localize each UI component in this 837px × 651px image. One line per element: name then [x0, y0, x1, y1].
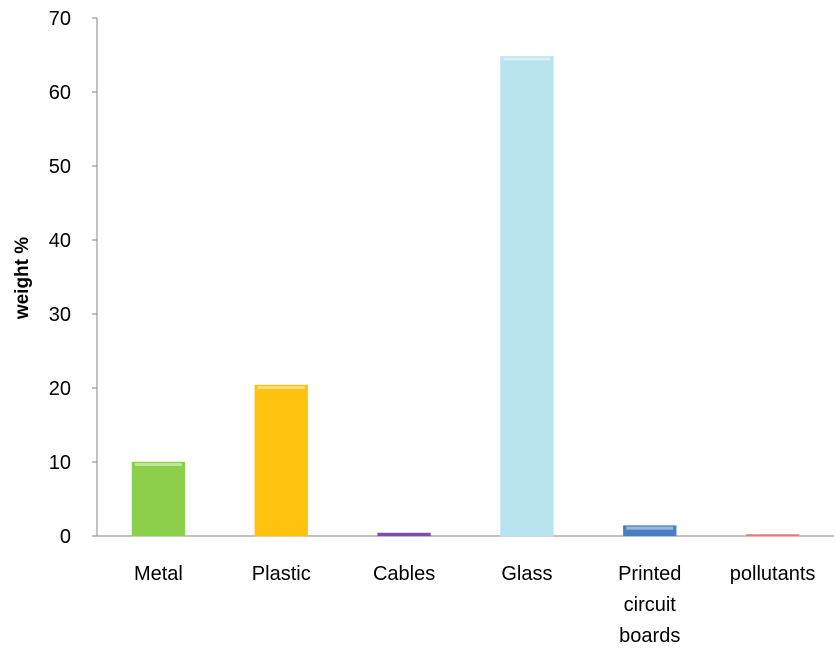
bar-bevel: [503, 57, 551, 61]
bars: [131, 56, 800, 537]
x-category-label-line: circuit: [624, 594, 677, 616]
y-axis-title: weight %: [12, 237, 33, 320]
x-category-label-line: Metal: [134, 563, 183, 585]
x-category-label: Cables: [373, 563, 435, 585]
bar-printed-circuit-boards: [622, 525, 677, 537]
bar-cables: [377, 532, 431, 537]
y-tick-label: 30: [49, 304, 71, 326]
y-tick-label: 10: [49, 452, 71, 474]
y-tick-label: 40: [49, 230, 71, 252]
x-category-label: Glass: [501, 563, 552, 585]
y-tick-label: 50: [49, 156, 71, 178]
x-category-label-line: boards: [619, 625, 680, 647]
y-tick-label: 0: [60, 526, 71, 548]
x-category-label-line: pollutants: [730, 563, 816, 585]
bar-glass: [500, 56, 554, 537]
y-tick-label: 70: [49, 8, 71, 30]
x-category-label-line: Printed: [618, 563, 681, 585]
x-category-label-line: Plastic: [252, 563, 311, 585]
bar-bevel: [257, 386, 305, 390]
y-tick-label: 20: [49, 378, 71, 400]
y-ticks: 0 10 20 30 40 50 60 70: [49, 8, 97, 548]
bar-metal: [131, 461, 186, 537]
x-category-label: pollutants: [730, 563, 816, 585]
bar-plastic: [254, 384, 309, 537]
x-category-label: Plastic: [252, 563, 311, 585]
x-category-label: Metal: [134, 563, 183, 585]
x-category-label-line: Glass: [501, 563, 552, 585]
bar-bevel: [626, 526, 674, 530]
bar-pollutants: [745, 534, 800, 537]
x-category-label-line: Cables: [373, 563, 435, 585]
x-labels: Metal Plastic Cables Glass Printed circuit boa…: [134, 563, 815, 647]
x-category-label: Printed circuit boards: [618, 563, 681, 647]
bar-bevel: [135, 463, 182, 466]
y-tick-label: 60: [49, 82, 71, 104]
